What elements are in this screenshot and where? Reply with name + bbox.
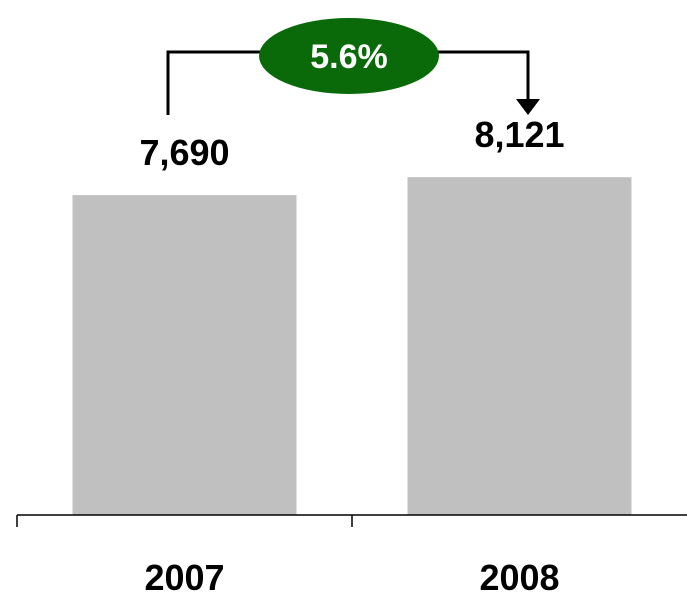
growth-annotation: 5.6% <box>166 18 540 115</box>
x-tick-label-2007: 2007 <box>144 557 224 596</box>
bars-group <box>72 177 632 516</box>
value-label-2008: 8,121 <box>474 114 564 155</box>
x-axis-ticks <box>16 515 353 527</box>
x-axis <box>16 514 687 527</box>
growth-badge <box>259 18 439 94</box>
value-labels-group: 7,690 8,121 <box>139 114 564 173</box>
growth-arrowhead <box>516 99 540 115</box>
x-tick-label-2008: 2008 <box>479 557 559 596</box>
x-tick-labels-group: 2007 2008 <box>144 557 559 596</box>
bar-2008 <box>407 177 632 516</box>
bar-2007 <box>72 195 297 515</box>
growth-percent-label: 5.6% <box>310 38 388 76</box>
value-label-2007: 7,690 <box>139 132 229 173</box>
